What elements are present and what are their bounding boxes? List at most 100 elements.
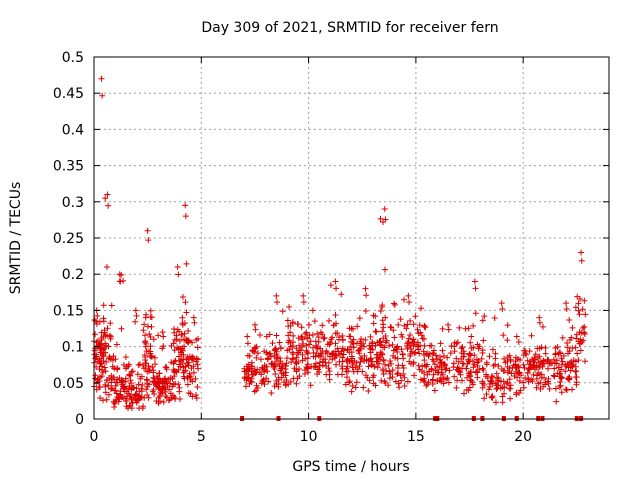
data-point bbox=[467, 339, 474, 346]
y-tick-label: 0.15 bbox=[53, 303, 84, 319]
data-point bbox=[327, 282, 334, 289]
data-point bbox=[410, 336, 417, 343]
data-point bbox=[102, 349, 109, 356]
data-point bbox=[193, 395, 200, 402]
data-point bbox=[540, 360, 547, 367]
data-point bbox=[388, 324, 395, 331]
data-point bbox=[119, 383, 126, 390]
data-point bbox=[303, 349, 310, 356]
data-point bbox=[309, 307, 316, 314]
data-point bbox=[418, 305, 425, 312]
data-point bbox=[499, 399, 506, 406]
data-point bbox=[569, 324, 576, 331]
data-point bbox=[435, 369, 442, 376]
data-point bbox=[300, 292, 307, 299]
data-point bbox=[242, 383, 249, 390]
data-point bbox=[326, 368, 333, 375]
data-point bbox=[263, 333, 270, 340]
data-point bbox=[575, 300, 582, 307]
data-point bbox=[132, 392, 139, 398]
data-point bbox=[103, 263, 110, 270]
data-point bbox=[489, 394, 496, 401]
data-point bbox=[521, 364, 528, 371]
data-point bbox=[105, 382, 112, 389]
data-point bbox=[370, 320, 377, 327]
data-point bbox=[437, 340, 444, 347]
data-point bbox=[504, 337, 511, 344]
data-point bbox=[565, 364, 572, 371]
data-point bbox=[113, 341, 120, 348]
data-point bbox=[468, 377, 475, 384]
data-point bbox=[133, 312, 140, 319]
data-point bbox=[566, 348, 573, 355]
data-point bbox=[343, 366, 350, 373]
y-tick-label: 0.25 bbox=[53, 231, 84, 247]
data-point bbox=[251, 388, 258, 395]
data-point bbox=[417, 376, 424, 383]
y-tick-label: 0.05 bbox=[53, 376, 84, 392]
data-point bbox=[155, 332, 162, 339]
data-point bbox=[136, 395, 143, 402]
data-point bbox=[179, 314, 186, 321]
data-point bbox=[350, 344, 357, 351]
data-point bbox=[362, 308, 369, 315]
data-point bbox=[404, 378, 411, 385]
data-point bbox=[346, 379, 353, 386]
data-point bbox=[347, 333, 354, 340]
data-point bbox=[145, 381, 152, 388]
data-point bbox=[551, 373, 558, 380]
data-point bbox=[551, 365, 558, 372]
data-point bbox=[249, 363, 256, 370]
data-point bbox=[284, 355, 291, 362]
data-point bbox=[467, 369, 474, 376]
data-point bbox=[104, 191, 111, 198]
data-point bbox=[526, 365, 533, 372]
data-point bbox=[379, 317, 386, 324]
data-point bbox=[183, 260, 190, 267]
data-point bbox=[397, 316, 404, 323]
data-point bbox=[353, 359, 360, 366]
data-point bbox=[192, 375, 199, 382]
data-point bbox=[282, 382, 289, 389]
data-point bbox=[339, 336, 346, 343]
data-point bbox=[160, 343, 167, 350]
data-point bbox=[381, 206, 388, 213]
data-point bbox=[106, 353, 113, 360]
data-point bbox=[339, 371, 346, 378]
data-point bbox=[122, 395, 129, 402]
data-point bbox=[429, 356, 436, 363]
data-point bbox=[582, 358, 589, 365]
data-point bbox=[119, 377, 126, 384]
data-point bbox=[572, 344, 579, 351]
data-point bbox=[103, 358, 110, 365]
data-point bbox=[282, 369, 289, 376]
data-point bbox=[179, 321, 186, 328]
data-point bbox=[129, 399, 136, 406]
data-point bbox=[457, 369, 464, 376]
data-point bbox=[149, 388, 156, 395]
data-point bbox=[100, 353, 107, 360]
data-point bbox=[501, 390, 508, 397]
data-point bbox=[466, 372, 473, 379]
data-point bbox=[501, 384, 508, 391]
data-point bbox=[352, 384, 359, 391]
data-point bbox=[106, 332, 113, 339]
data-point bbox=[148, 353, 155, 360]
data-point bbox=[182, 299, 189, 306]
data-point bbox=[289, 343, 296, 350]
data-point bbox=[120, 361, 127, 368]
data-point bbox=[117, 278, 124, 285]
data-point bbox=[499, 305, 506, 312]
data-point bbox=[150, 367, 157, 374]
data-point bbox=[194, 384, 201, 391]
data-point bbox=[289, 320, 296, 327]
data-point bbox=[332, 340, 339, 347]
data-point bbox=[504, 369, 511, 376]
data-point bbox=[372, 328, 379, 335]
data-point bbox=[158, 378, 165, 385]
data-point bbox=[545, 359, 552, 366]
data-point bbox=[528, 332, 535, 339]
x-tick-label: 0 bbox=[90, 429, 99, 445]
data-point bbox=[333, 361, 340, 368]
